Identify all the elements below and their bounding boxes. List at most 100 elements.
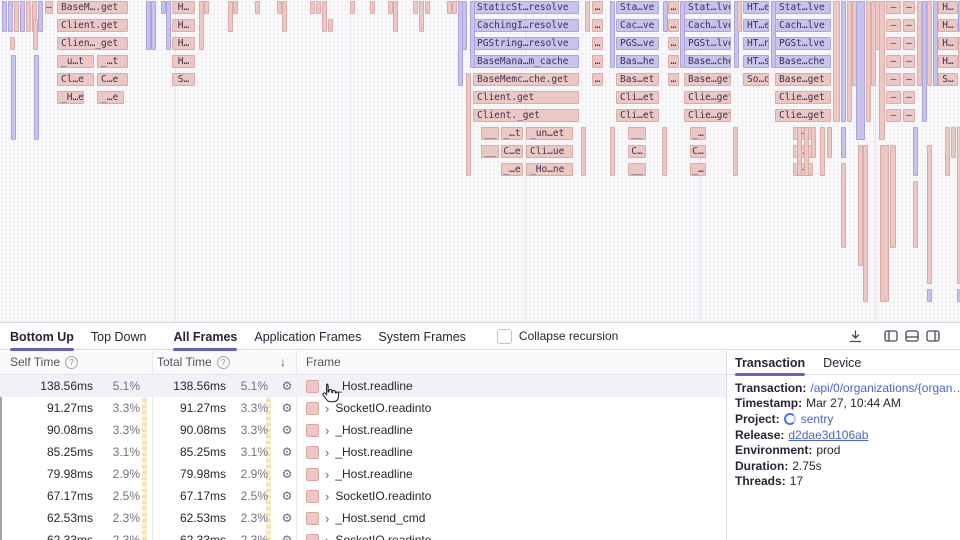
flame-frame[interactable]: – bbox=[903, 19, 915, 32]
flame-frame[interactable]: _…e bbox=[501, 163, 523, 176]
table-row[interactable]: 62.53ms 2.3% 62.53ms 2.3% ⚙ › _Host.send_cmd bbox=[0, 507, 726, 529]
flame-bar[interactable] bbox=[282, 1, 287, 32]
frame-cell[interactable]: › _Host.readline bbox=[306, 379, 413, 394]
flame-bar[interactable] bbox=[204, 1, 209, 14]
flame-bar[interactable] bbox=[841, 163, 846, 248]
expand-chevron-icon[interactable]: › bbox=[325, 488, 330, 504]
flame-frame[interactable]: – bbox=[903, 73, 915, 86]
flame-frame[interactable]: Client.get bbox=[473, 91, 579, 104]
flame-bar[interactable] bbox=[447, 1, 452, 14]
flame-frame[interactable]: Bas…et bbox=[616, 73, 659, 86]
flame-bar[interactable] bbox=[419, 1, 424, 32]
frame-settings-gear-icon[interactable]: ⚙ bbox=[281, 467, 293, 481]
flame-bar[interactable] bbox=[811, 127, 816, 158]
frame-cell[interactable]: › _Host.readline bbox=[306, 445, 413, 460]
flame-bar[interactable] bbox=[917, 1, 922, 86]
flame-frame[interactable]: _H…e bbox=[57, 91, 84, 104]
flame-bar[interactable] bbox=[413, 1, 418, 14]
flame-frame[interactable]: Cach…lve bbox=[775, 19, 831, 32]
flame-bar[interactable] bbox=[771, 1, 776, 68]
layout-left-icon[interactable] bbox=[883, 329, 898, 344]
flame-frame[interactable]: H… bbox=[938, 55, 958, 68]
frame-cell[interactable]: › SocketIO.readinto bbox=[306, 401, 431, 416]
flame-bar[interactable] bbox=[452, 1, 457, 14]
tab-system-frames[interactable]: System Frames bbox=[378, 329, 466, 344]
expand-chevron-icon[interactable]: › bbox=[325, 422, 330, 438]
flame-frame[interactable]: H… bbox=[172, 19, 195, 32]
flame-frame[interactable]: Cac…ve bbox=[616, 19, 659, 32]
frame-cell[interactable]: › _Host.send_cmd bbox=[306, 511, 425, 526]
collapse-recursion-checkbox[interactable] bbox=[496, 328, 512, 344]
flame-frame[interactable]: C… bbox=[628, 145, 646, 158]
total-time-column-header[interactable]: Total Time ? bbox=[157, 355, 230, 369]
flame-frame[interactable]: – bbox=[886, 91, 901, 104]
flame-frame[interactable]: Stat…lve bbox=[775, 1, 831, 14]
frame-column-header[interactable]: Frame bbox=[306, 355, 341, 369]
flame-frame[interactable]: _… bbox=[690, 163, 706, 176]
flame-frame[interactable]: … bbox=[668, 19, 679, 32]
flame-frame[interactable]: … bbox=[668, 1, 679, 14]
flame-frame[interactable]: Cach…lve bbox=[684, 19, 731, 32]
flame-frame[interactable]: … bbox=[592, 1, 603, 14]
detail-field-value[interactable]: sentry bbox=[800, 411, 834, 426]
flame-frame[interactable]: _…t bbox=[501, 127, 523, 140]
flame-frame[interactable]: – bbox=[886, 109, 901, 122]
download-icon[interactable] bbox=[848, 329, 863, 344]
flame-bar[interactable] bbox=[146, 1, 151, 50]
flame-frame[interactable]: H… bbox=[938, 1, 958, 14]
flame-frame[interactable]: – bbox=[793, 163, 813, 176]
flame-frame[interactable]: C… bbox=[793, 145, 813, 158]
table-row[interactable]: 62.33ms 2.3% 62.33ms 2.3% ⚙ › SocketIO.readint… bbox=[0, 529, 726, 540]
flame-frame[interactable]: S… bbox=[172, 73, 195, 86]
flame-bar[interactable] bbox=[958, 37, 960, 68]
details-tab-device[interactable]: Device bbox=[823, 355, 862, 370]
flame-frame[interactable]: CachingI…resolve bbox=[473, 19, 579, 32]
flame-frame[interactable]: – bbox=[903, 37, 915, 50]
flame-frame[interactable]: PGSt…lve bbox=[775, 37, 831, 50]
flame-bar[interactable] bbox=[841, 127, 846, 158]
frame-settings-gear-icon[interactable]: ⚙ bbox=[281, 423, 293, 437]
flame-frame[interactable]: C…e bbox=[501, 145, 523, 158]
flame-frame[interactable]: – bbox=[886, 1, 901, 14]
collapse-recursion-toggle[interactable]: Collapse recursion bbox=[496, 328, 618, 344]
sort-descending-icon[interactable]: ↓ bbox=[280, 355, 286, 369]
flame-frame[interactable]: PGString…resolve bbox=[473, 37, 579, 50]
details-tab-transaction[interactable]: Transaction bbox=[735, 351, 806, 376]
flame-bar[interactable] bbox=[913, 127, 918, 176]
flame-bar[interactable] bbox=[581, 127, 586, 176]
flame-bar[interactable] bbox=[804, 127, 809, 176]
flame-bar[interactable] bbox=[38, 1, 43, 32]
flame-bar[interactable] bbox=[233, 1, 238, 14]
layout-bottom-icon[interactable] bbox=[904, 329, 919, 344]
flame-bar[interactable] bbox=[927, 1, 932, 86]
flame-frame[interactable]: H… bbox=[172, 37, 195, 50]
flame-frame[interactable]: – bbox=[886, 19, 901, 32]
flame-bar[interactable] bbox=[841, 1, 846, 122]
flame-frame[interactable]: … bbox=[668, 55, 679, 68]
frame-settings-gear-icon[interactable]: ⚙ bbox=[281, 401, 293, 415]
frame-settings-gear-icon[interactable]: ⚙ bbox=[281, 445, 293, 459]
flame-bar[interactable] bbox=[228, 1, 233, 32]
flame-bar[interactable] bbox=[393, 1, 398, 32]
flame-bar[interactable] bbox=[10, 37, 15, 50]
flame-frame[interactable]: BaseMana…m_cache bbox=[473, 55, 579, 68]
expand-chevron-icon[interactable]: › bbox=[325, 466, 330, 482]
frame-cell[interactable]: › SocketIO.readinto bbox=[306, 533, 431, 540]
flame-bar[interactable] bbox=[199, 1, 204, 50]
flame-bar[interactable] bbox=[255, 1, 260, 14]
flame-frame[interactable]: So…o bbox=[743, 73, 769, 86]
flame-frame[interactable]: – bbox=[903, 91, 915, 104]
flame-bar[interactable] bbox=[945, 127, 950, 176]
flame-frame[interactable]: – bbox=[903, 1, 915, 14]
flame-bar[interactable] bbox=[820, 127, 825, 176]
frame-settings-gear-icon[interactable]: ⚙ bbox=[281, 533, 293, 540]
flame-bar[interactable] bbox=[33, 19, 38, 50]
flame-bar[interactable] bbox=[833, 1, 840, 122]
flame-frame[interactable]: HT…e bbox=[743, 1, 769, 14]
flame-frame[interactable]: _Ho…ne bbox=[526, 163, 573, 176]
flame-bar[interactable] bbox=[957, 289, 960, 302]
flame-bar[interactable] bbox=[847, 1, 852, 122]
flame-frame[interactable]: H… bbox=[938, 19, 958, 32]
flame-bar[interactable] bbox=[733, 127, 738, 176]
flame-frame[interactable]: – bbox=[793, 127, 813, 140]
